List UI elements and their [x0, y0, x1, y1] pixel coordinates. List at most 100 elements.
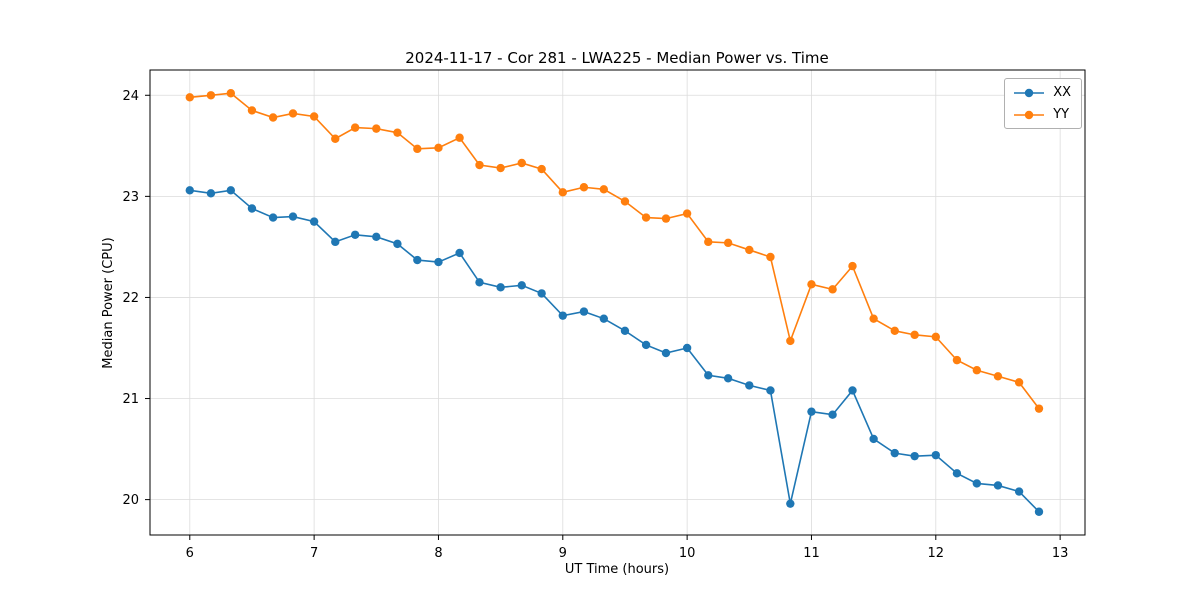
series-marker-XX — [309, 217, 319, 226]
series-marker-YY — [393, 128, 402, 137]
series-marker-YY — [475, 160, 484, 170]
series-marker-YY — [558, 188, 567, 197]
legend-marker-icon — [1014, 110, 1045, 119]
series-marker-YY — [745, 245, 754, 255]
series-marker-XX — [185, 186, 194, 195]
series-marker-YY — [226, 89, 236, 98]
legend-item-YY: YY — [1013, 107, 1071, 122]
series-marker-YY — [869, 314, 878, 323]
series-marker-XX — [372, 232, 381, 241]
series-marker-YY — [288, 109, 298, 118]
series-marker-XX — [848, 386, 857, 395]
x-tick-label: 12 — [928, 546, 945, 561]
y-tick-label: 24 — [122, 89, 139, 104]
series-marker-YY — [579, 183, 589, 192]
series-marker-XX — [517, 281, 526, 290]
series-marker-XX — [682, 343, 692, 353]
series-marker-YY — [206, 91, 216, 100]
series-marker-XX — [226, 186, 236, 195]
series-marker-YY — [247, 106, 257, 115]
series-marker-XX — [972, 479, 982, 488]
series-marker-YY — [496, 163, 505, 173]
series-marker-XX — [910, 451, 919, 461]
series-marker-XX — [413, 255, 422, 265]
series-marker-YY — [331, 134, 340, 143]
series-marker-YY — [641, 213, 651, 222]
series-line-XX — [189, 189, 1040, 513]
x-axis-label: UT Time (hours) — [565, 562, 669, 577]
legend-label: YY — [1053, 107, 1070, 122]
series-marker-XX — [641, 340, 651, 350]
series-marker-XX — [786, 499, 795, 508]
series-marker-XX — [952, 469, 962, 478]
y-axis-label: Median Power (CPU) — [101, 237, 116, 368]
y-tick-label: 22 — [122, 291, 139, 306]
series-marker-XX — [931, 450, 940, 460]
series-marker-XX — [455, 248, 464, 258]
series-marker-XX — [350, 230, 360, 239]
series-marker-YY — [848, 261, 857, 271]
y-tick-label: 21 — [122, 392, 139, 407]
plot-area: 6 7 8 9 10 11 12 13 20 21 22 23 24 — [122, 69, 1086, 561]
x-tick-label: 9 — [559, 546, 567, 561]
y-tick-label: 20 — [122, 493, 139, 508]
legend-marker-icon — [1014, 88, 1045, 97]
series-marker-YY — [890, 326, 899, 336]
series-marker-YY — [517, 158, 526, 168]
series-marker-YY — [931, 332, 940, 342]
series-marker-XX — [434, 257, 443, 267]
series-marker-XX — [766, 386, 775, 395]
series-marker-YY — [599, 185, 609, 194]
series-marker-YY — [185, 93, 194, 102]
series-marker-XX — [475, 278, 484, 287]
series-marker-XX — [745, 381, 754, 390]
series-marker-XX — [268, 213, 278, 222]
series-marker-YY — [1034, 404, 1044, 413]
series-marker-YY — [455, 133, 464, 142]
series-marker-YY — [972, 366, 982, 375]
series-marker-XX — [890, 448, 899, 458]
series-marker-YY — [786, 336, 795, 346]
series-line-YY — [189, 92, 1040, 410]
series-marker-YY — [952, 355, 962, 365]
series-marker-YY — [993, 372, 1003, 381]
series-marker-XX — [206, 189, 216, 198]
series-marker-YY — [828, 285, 837, 294]
series-marker-YY — [910, 330, 919, 340]
series-marker-XX — [704, 371, 713, 380]
series-marker-XX — [1014, 487, 1024, 496]
series-marker-XX — [993, 481, 1003, 490]
series-marker-XX — [496, 283, 505, 292]
series-marker-YY — [766, 252, 775, 262]
series-marker-XX — [247, 204, 257, 213]
series-marker-XX — [537, 289, 546, 298]
chart-title: 2024-11-17 - Cor 281 - LWA225 - Median P… — [405, 49, 829, 67]
series-marker-XX — [579, 307, 589, 316]
series-marker-XX — [393, 239, 402, 249]
series-marker-YY — [413, 144, 422, 154]
axes-frame — [149, 69, 1086, 536]
series-marker-XX — [661, 348, 671, 358]
series-marker-YY — [723, 238, 733, 248]
x-tick-label: 13 — [1052, 546, 1069, 561]
series-marker-XX — [288, 212, 298, 221]
y-tick-label: 23 — [122, 190, 139, 205]
legend: XX YY — [1004, 78, 1082, 129]
series-marker-XX — [558, 311, 567, 320]
x-tick-label: 8 — [434, 546, 442, 561]
series-marker-YY — [704, 237, 713, 247]
x-tick-label: 6 — [186, 546, 194, 561]
series-marker-YY — [350, 123, 360, 132]
legend-item-XX: XX — [1013, 85, 1071, 100]
series-marker-YY — [1014, 378, 1024, 387]
series-marker-YY — [620, 197, 630, 206]
x-tick-label: 10 — [679, 546, 696, 561]
series-marker-YY — [434, 143, 443, 153]
series-marker-XX — [620, 326, 630, 336]
series-marker-XX — [1034, 507, 1044, 516]
series-marker-XX — [599, 314, 609, 323]
series-marker-YY — [372, 124, 381, 133]
series-marker-YY — [807, 280, 816, 289]
